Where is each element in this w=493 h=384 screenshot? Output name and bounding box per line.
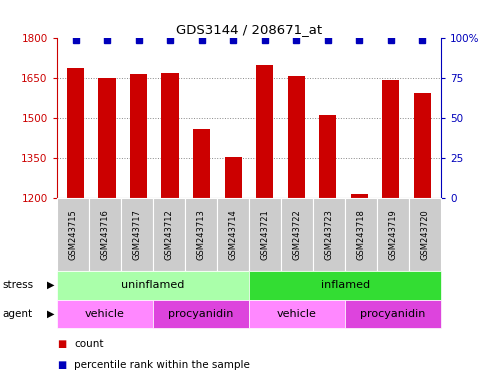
Text: ▶: ▶ — [47, 280, 54, 290]
Text: GSM243718: GSM243718 — [356, 209, 366, 260]
Text: GSM243717: GSM243717 — [132, 209, 141, 260]
Text: GSM243713: GSM243713 — [196, 209, 206, 260]
Text: procyanidin: procyanidin — [360, 309, 426, 319]
Bar — [99, 78, 116, 198]
Text: ■: ■ — [57, 339, 66, 349]
Text: inflamed: inflamed — [320, 280, 370, 290]
Bar — [130, 74, 147, 198]
Text: uninflamed: uninflamed — [121, 280, 184, 290]
Text: percentile rank within the sample: percentile rank within the sample — [74, 360, 250, 370]
Text: GSM243714: GSM243714 — [228, 209, 238, 260]
Text: ■: ■ — [57, 360, 66, 370]
Bar — [351, 194, 368, 198]
Text: vehicle: vehicle — [277, 309, 317, 319]
Bar — [67, 68, 84, 198]
Bar — [256, 65, 274, 198]
Text: GSM243722: GSM243722 — [292, 209, 302, 260]
Text: GSM243719: GSM243719 — [388, 209, 398, 260]
Bar — [162, 73, 179, 198]
Text: stress: stress — [2, 280, 34, 290]
Text: procyanidin: procyanidin — [168, 309, 234, 319]
Bar — [382, 79, 399, 198]
Bar — [287, 76, 305, 198]
Text: agent: agent — [2, 309, 33, 319]
Text: ▶: ▶ — [47, 309, 54, 319]
Text: GSM243716: GSM243716 — [100, 209, 109, 260]
Text: GSM243712: GSM243712 — [164, 209, 174, 260]
Bar — [193, 129, 211, 198]
Text: GSM243721: GSM243721 — [260, 209, 270, 260]
Bar — [319, 116, 336, 198]
Text: GSM243720: GSM243720 — [421, 209, 430, 260]
Text: GSM243715: GSM243715 — [68, 209, 77, 260]
Bar — [224, 157, 242, 198]
Text: vehicle: vehicle — [85, 309, 125, 319]
Title: GDS3144 / 208671_at: GDS3144 / 208671_at — [176, 23, 322, 36]
Bar — [414, 93, 431, 198]
Text: GSM243723: GSM243723 — [324, 209, 334, 260]
Text: count: count — [74, 339, 104, 349]
